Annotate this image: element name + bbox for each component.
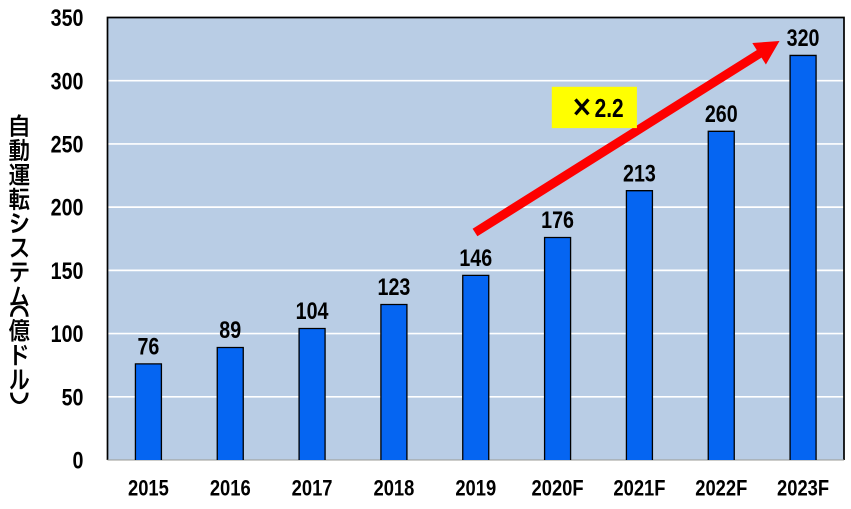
svg-text:50: 50	[62, 384, 84, 411]
svg-text:89: 89	[219, 316, 241, 343]
svg-text:2017: 2017	[292, 476, 333, 501]
svg-text:2016: 2016	[210, 476, 251, 501]
svg-text:104: 104	[296, 297, 330, 324]
svg-text:350: 350	[51, 4, 84, 31]
svg-text:0: 0	[73, 447, 84, 474]
svg-text:176: 176	[541, 206, 574, 233]
svg-text:123: 123	[378, 273, 411, 300]
svg-text:320: 320	[787, 24, 820, 51]
svg-text:150: 150	[51, 257, 84, 284]
svg-text:146: 146	[459, 244, 492, 271]
svg-text:2015: 2015	[128, 476, 169, 501]
svg-text:250: 250	[51, 131, 84, 158]
svg-text:2022F: 2022F	[695, 476, 747, 501]
svg-text:2020F: 2020F	[532, 476, 584, 501]
svg-text:2019: 2019	[455, 476, 496, 501]
svg-text:2021F: 2021F	[613, 476, 665, 501]
svg-text:2018: 2018	[373, 476, 414, 501]
svg-text:2023F: 2023F	[777, 476, 829, 501]
svg-text:213: 213	[623, 160, 656, 187]
svg-text:76: 76	[137, 333, 159, 360]
svg-text:2.2: 2.2	[595, 94, 624, 122]
svg-text:300: 300	[51, 67, 84, 94]
svg-text:200: 200	[51, 194, 84, 221]
svg-text:260: 260	[705, 100, 738, 127]
svg-text:100: 100	[51, 320, 84, 347]
